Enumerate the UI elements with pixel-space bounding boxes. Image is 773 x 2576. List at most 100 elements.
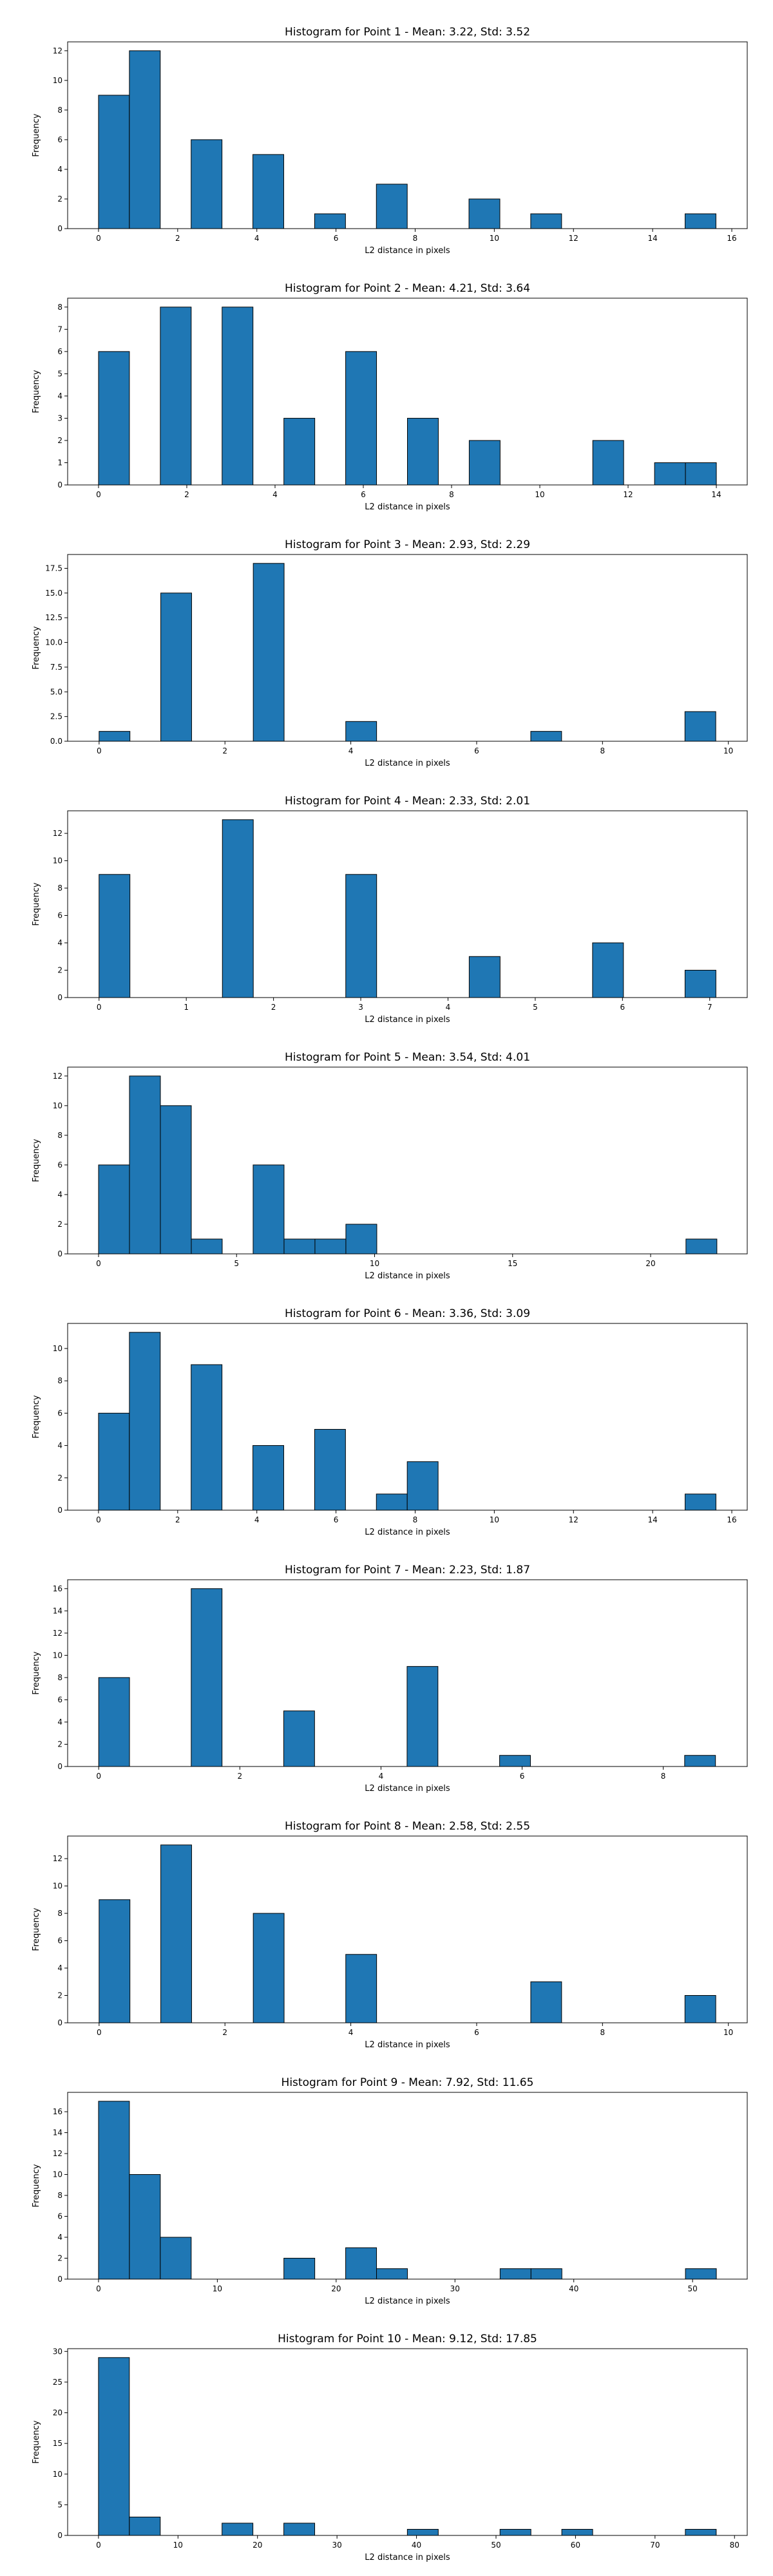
x-tick-label: 20 (645, 1259, 655, 1268)
y-axis-label: Frequency (32, 1139, 41, 1182)
x-tick-label: 6 (334, 234, 339, 243)
y-tick-label: 2.5 (50, 712, 62, 721)
histogram-bar (499, 2528, 531, 2536)
x-tick-label: 0 (96, 1772, 101, 1781)
x-tick-label: 30 (450, 2284, 460, 2293)
histogram-bar (561, 2528, 593, 2536)
x-tick-label: 50 (688, 2284, 698, 2293)
y-tick-label: 25 (53, 2378, 62, 2387)
x-tick-label: 0 (96, 234, 101, 243)
x-tick-label: 0 (96, 2541, 101, 2550)
x-tick-label: 40 (412, 2541, 421, 2550)
x-tick-label: 10 (370, 1259, 379, 1268)
y-tick-label: 2 (57, 1739, 62, 1748)
y-tick-label: 12 (53, 2149, 62, 2158)
y-tick-label: 7 (57, 325, 62, 334)
y-tick-label: 4 (57, 1441, 62, 1450)
histogram-bar (283, 417, 316, 486)
histogram-bar (129, 2516, 161, 2536)
histogram-bar (685, 213, 716, 229)
x-tick-label: 0 (97, 1003, 102, 1012)
histogram-bar (530, 213, 562, 229)
axes-frame (67, 298, 748, 486)
chart-title: Histogram for Point 7 - Mean: 2.23, Std:… (285, 1564, 530, 1577)
x-tick-label: 10 (490, 234, 499, 243)
histogram-bar (98, 1412, 130, 1511)
x-tick-label: 10 (490, 1515, 499, 1524)
x-tick-label: 0 (96, 1515, 101, 1524)
y-tick-label: 0.0 (50, 737, 62, 746)
chart-title: Histogram for Point 8 - Mean: 2.58, Std:… (285, 1820, 530, 1833)
x-tick-label: 30 (332, 2541, 342, 2550)
histogram-bar (160, 2237, 192, 2280)
histogram-bar (345, 2247, 377, 2280)
y-tick-label: 16 (53, 1584, 62, 1593)
histogram-bar (129, 50, 161, 229)
x-tick-label: 4 (254, 1515, 260, 1524)
axes-frame (67, 1835, 748, 2023)
y-tick-label: 6 (57, 1160, 62, 1170)
chart-title: Histogram for Point 10 - Mean: 9.12, Std… (278, 2333, 537, 2345)
histogram-bar (98, 95, 130, 229)
chart-title: Histogram for Point 5 - Mean: 3.54, Std:… (285, 1051, 530, 1064)
y-tick-label: 8 (57, 1131, 62, 1140)
x-tick-label: 5 (533, 1003, 538, 1012)
histogram-chart-8: Histogram for Point 8 - Mean: 2.58, Std:… (32, 1820, 748, 2050)
histogram-bar (283, 1710, 315, 1767)
histogram-bar (684, 711, 716, 742)
x-axis-label: L2 distance in pixels (365, 1015, 450, 1025)
y-tick-label: 0 (57, 224, 62, 233)
y-tick-label: 0 (57, 1762, 62, 1771)
x-axis-label: L2 distance in pixels (365, 2553, 450, 2562)
y-tick-label: 8 (57, 303, 62, 312)
histogram-bar (283, 2523, 316, 2536)
x-tick-label: 6 (520, 1772, 525, 1781)
y-tick-label: 12 (53, 829, 62, 838)
histogram-bar (314, 1428, 346, 1511)
x-tick-label: 4 (254, 234, 260, 243)
x-tick-label: 3 (358, 1003, 363, 1012)
x-tick-label: 15 (508, 1259, 517, 1268)
x-tick-label: 50 (491, 2541, 501, 2550)
y-tick-label: 0 (57, 2531, 62, 2540)
x-axis-label: L2 distance in pixels (365, 1784, 450, 1794)
x-tick-label: 8 (661, 1772, 666, 1781)
histogram-bar (407, 417, 439, 486)
x-tick-label: 40 (569, 2284, 578, 2293)
histogram-bar (685, 1238, 718, 1255)
y-tick-label: 15.0 (45, 589, 62, 598)
histogram-chart-6: Histogram for Point 6 - Mean: 3.36, Std:… (32, 1307, 748, 1537)
histogram-bar (314, 213, 346, 229)
y-tick-label: 17.5 (45, 564, 62, 573)
histogram-chart-7: Histogram for Point 7 - Mean: 2.23, Std:… (32, 1564, 748, 1794)
histogram-bar (530, 731, 562, 742)
y-tick-label: 0 (57, 1506, 62, 1515)
x-tick-label: 2 (222, 746, 227, 755)
y-tick-label: 10 (53, 1882, 62, 1891)
x-axis-label: L2 distance in pixels (365, 502, 450, 512)
x-axis-label: L2 distance in pixels (365, 759, 450, 768)
y-tick-label: 6 (57, 1695, 62, 1704)
histogram-bar (684, 1755, 716, 1767)
x-tick-label: 8 (600, 2028, 606, 2037)
y-tick-label: 12 (53, 1072, 62, 1081)
histogram-bar (345, 721, 377, 742)
y-tick-label: 5.0 (50, 687, 62, 696)
histogram-bar (499, 2268, 531, 2280)
x-tick-label: 20 (331, 2284, 341, 2293)
x-tick-label: 14 (648, 1515, 658, 1524)
histogram-bar (406, 1461, 439, 1511)
y-tick-label: 4 (57, 1190, 62, 1199)
histogram-bar (530, 2268, 562, 2280)
x-tick-label: 16 (727, 234, 736, 243)
y-tick-label: 2 (57, 1991, 62, 2000)
x-tick-label: 2 (184, 490, 189, 499)
x-tick-label: 2 (175, 1515, 180, 1524)
histogram-bar (592, 440, 624, 486)
histogram-bar (98, 2101, 130, 2280)
y-tick-label: 10 (53, 1651, 62, 1660)
x-tick-label: 8 (413, 1515, 418, 1524)
histogram-bar (129, 1332, 161, 1511)
y-tick-label: 8 (57, 106, 62, 115)
histogram-chart-9: Histogram for Point 9 - Mean: 7.92, Std:… (32, 2076, 748, 2306)
